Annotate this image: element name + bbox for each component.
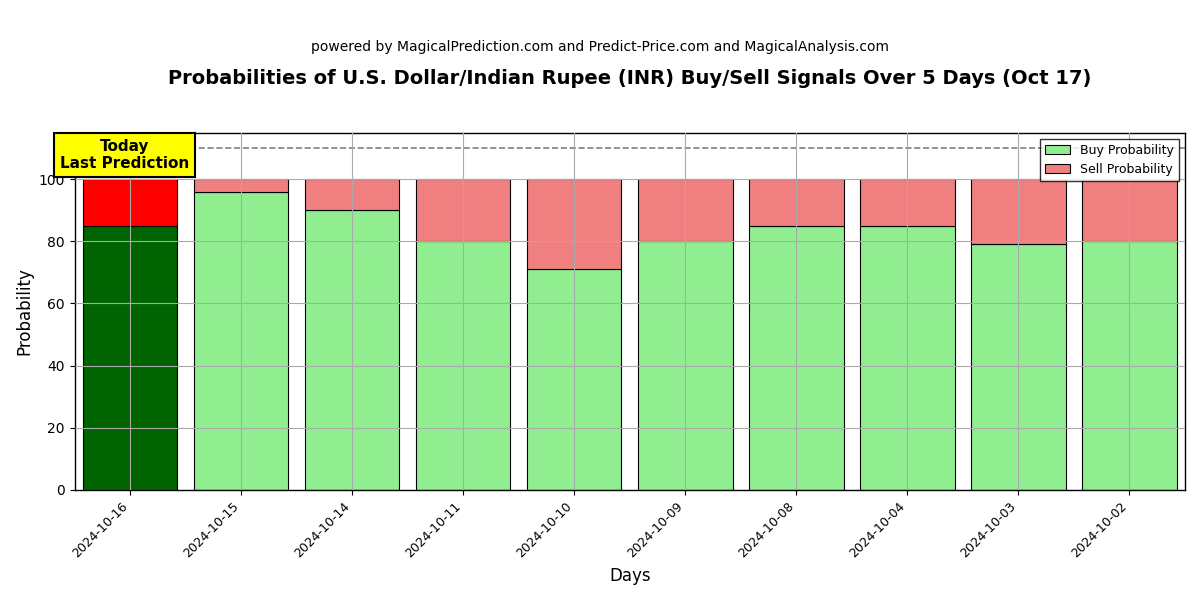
Y-axis label: Probability: Probability [16,268,34,355]
Bar [194,179,288,191]
Bar [971,179,1066,244]
Bar [749,179,844,226]
Bar [860,226,955,490]
Text: powered by MagicalPrediction.com and Predict-Price.com and MagicalAnalysis.com: powered by MagicalPrediction.com and Pre… [311,40,889,54]
Bar [527,269,622,490]
Bar [1082,241,1177,490]
Bar [638,179,732,241]
Bar [83,226,178,490]
Bar [971,244,1066,490]
Legend: Buy Probability, Sell Probability: Buy Probability, Sell Probability [1040,139,1178,181]
Bar [860,179,955,226]
Bar [83,179,178,226]
Bar [1082,179,1177,241]
Bar [638,241,732,490]
Title: Probabilities of U.S. Dollar/Indian Rupee (INR) Buy/Sell Signals Over 5 Days (Oc: Probabilities of U.S. Dollar/Indian Rupe… [168,69,1092,88]
Bar [305,210,400,490]
Bar [749,226,844,490]
X-axis label: Days: Days [610,567,650,585]
Bar [416,179,510,241]
Bar [194,191,288,490]
Text: Today
Last Prediction: Today Last Prediction [60,139,190,171]
Bar [305,179,400,210]
Bar [527,179,622,269]
Bar [416,241,510,490]
